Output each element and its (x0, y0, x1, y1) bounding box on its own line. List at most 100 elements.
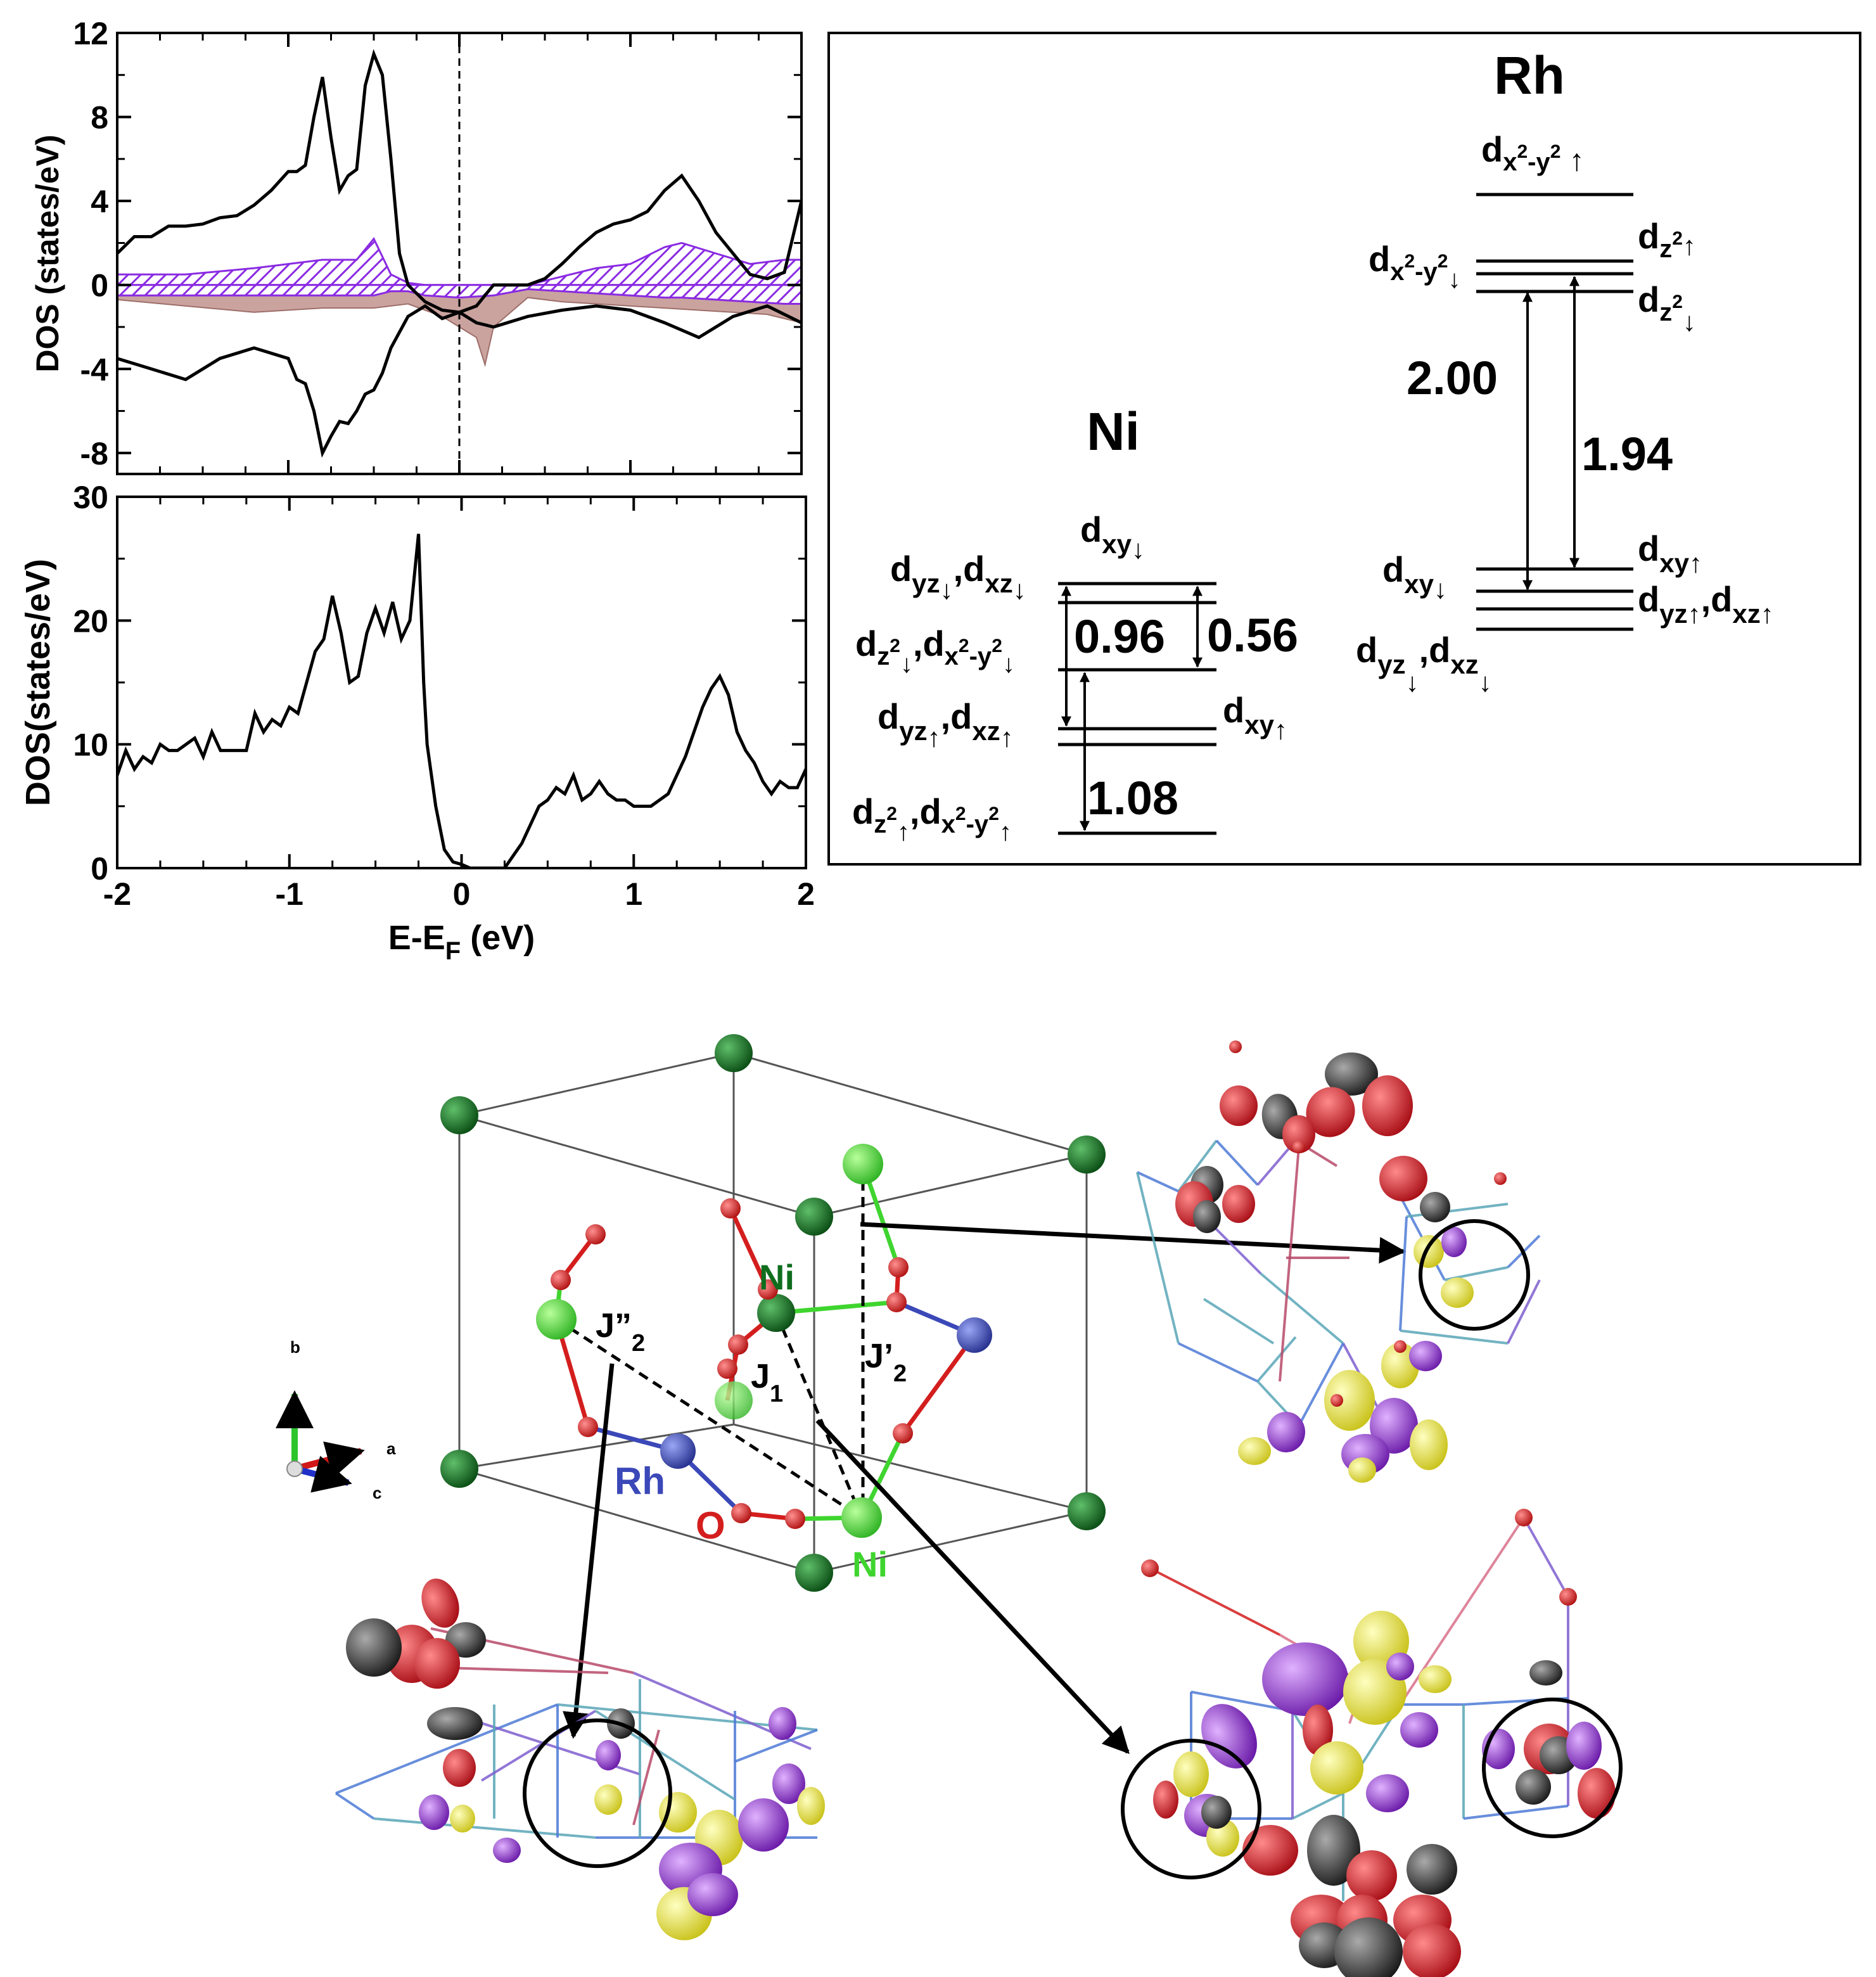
ni-title: Ni (1087, 402, 1140, 461)
framework-bond (373, 1817, 596, 1839)
rh-title: Rh (1494, 46, 1565, 105)
o-atom (785, 1509, 805, 1529)
ni-light-atom (843, 1144, 883, 1184)
rh-label-dyz-dxz-up: dyz↑,dxz↑ (1638, 579, 1774, 629)
orbital-lobe (1366, 1774, 1409, 1812)
orbital-lobe (1303, 1705, 1333, 1755)
label-ni-bottom: Ni (852, 1544, 888, 1584)
ni-atom (440, 1450, 478, 1488)
framework-bond (335, 1792, 375, 1820)
pointer-arrows (563, 1222, 1407, 1755)
rh-gap-194: 1.94 (1581, 428, 1673, 480)
y-tick-label: 10 (73, 727, 108, 763)
label-j1: J1 (751, 1357, 783, 1407)
orbital-lobe (1529, 1660, 1562, 1686)
dos-top-panel: 12 8 4 0 -4 -8 DOS (states/eV) (30, 16, 803, 475)
ni-atom (1068, 1136, 1106, 1174)
orbital-lobe (1348, 1457, 1376, 1483)
highlight-circle (1121, 1739, 1261, 1879)
framework-bond (1279, 1146, 1300, 1382)
orbital-lobe (1413, 1235, 1444, 1268)
y-tick-label: 4 (91, 184, 108, 219)
y-tick-label: 30 (73, 480, 108, 515)
orbital-lobe (414, 1638, 460, 1689)
orbital-inset-bottom-left (335, 1578, 825, 1940)
orbital-lobe (1566, 1722, 1602, 1770)
ni-gap-096: 0.96 (1074, 610, 1165, 663)
o-atom (720, 1198, 741, 1219)
orbital-lobe (1379, 1156, 1427, 1201)
orbital-lobe (1201, 1796, 1232, 1829)
x-tick-label: -2 (103, 876, 131, 912)
ni-light-atom (536, 1299, 577, 1340)
framework-bond (1463, 1805, 1569, 1820)
orbital-lobe (346, 1618, 402, 1677)
framework-bond (1400, 1329, 1509, 1345)
ni-gap-108: 1.08 (1087, 772, 1178, 824)
level-diagram-frame (827, 32, 1861, 866)
o-atom (551, 1270, 571, 1290)
x-axis-label: E-EF (eV) (388, 919, 535, 965)
ni-label-dxy-dn: dxy↓ (1080, 509, 1145, 564)
framework-bond (1507, 1279, 1541, 1344)
o-atom (731, 1503, 751, 1523)
ni-label-dyz-dxz-dn: dyz↓,dxz↓ (890, 549, 1026, 605)
orbital-lobe (450, 1805, 475, 1833)
framework-bond (1260, 1272, 1344, 1345)
orbital-lobe (1325, 1052, 1378, 1096)
o-atom (893, 1423, 913, 1443)
level-diagram-panel: Ni Rh 0.96 0.56 1.08 dxy↓ dyz↓,dxz↓ dz2↓… (827, 32, 1861, 866)
ni-atom (440, 1096, 478, 1134)
orbital-lobe (493, 1838, 521, 1863)
highlight-circle (1482, 1698, 1623, 1838)
x-tick-label: -1 (276, 876, 303, 912)
orbital-lobe (1420, 1192, 1450, 1222)
o-atom (758, 1279, 778, 1300)
o-atom (578, 1417, 598, 1437)
rh-gap-200: 2.00 (1407, 352, 1498, 404)
ni-label-dxy-up: dxy↑ (1223, 690, 1287, 745)
rh-levels (1476, 193, 1633, 631)
unit-cell-edges (458, 1052, 1088, 1574)
rh-atom (957, 1317, 992, 1353)
x-tick-label: 0 (453, 876, 471, 912)
rh-label-dxy-up: dxy↑ (1638, 528, 1702, 578)
o-atom (585, 1224, 606, 1244)
orbital-lobe (1407, 1844, 1457, 1895)
o-atom (888, 1257, 909, 1277)
axis-label-a: a (386, 1439, 396, 1458)
label-o: O (696, 1504, 725, 1547)
orbital-lobe (443, 1749, 476, 1787)
framework-bond (1149, 1567, 1280, 1636)
orbital-lobe (419, 1795, 449, 1830)
orbital-lobe (1220, 1085, 1258, 1126)
framework-bond (1177, 1139, 1218, 1193)
o-atom (1515, 1509, 1533, 1526)
label-j2-double-prime: J”2 (596, 1307, 645, 1357)
crystal-structure: Ni Ni Rh O J1 J’2 J”2 b a c (276, 1034, 1407, 1755)
ni-atom (715, 1381, 753, 1419)
orbital-lobe (1409, 1341, 1442, 1371)
orbital-lobe (1334, 1917, 1403, 1977)
orbital-lobe (1153, 1781, 1178, 1819)
label-j2-prime: J’2 (865, 1337, 907, 1387)
ni-label-dyz-dxz-up: dyz↑,dxz↑ (877, 696, 1014, 752)
orbital-lobe (1201, 1704, 1257, 1769)
y-tick-label: -8 (80, 436, 108, 471)
orbital-lobe (1362, 1075, 1413, 1136)
orbital-lobe (1441, 1227, 1467, 1257)
o-atom (728, 1334, 748, 1355)
orbital-lobe (1222, 1185, 1255, 1223)
o-atom (1559, 1588, 1577, 1606)
label-rh: Rh (615, 1460, 665, 1502)
x-tick-label: 1 (625, 876, 642, 912)
orbital-lobe (797, 1787, 825, 1825)
orbital-lobe (1400, 1712, 1438, 1748)
orbital-lobe (1419, 1665, 1452, 1693)
total-dos-up-line (117, 49, 801, 314)
orbital-lobe (1515, 1769, 1551, 1805)
rh-label-dx2y2-dn: dx2-y2↓ (1369, 239, 1460, 293)
orbital-lobe (1193, 1200, 1221, 1233)
orbital-lobe (594, 1784, 622, 1815)
